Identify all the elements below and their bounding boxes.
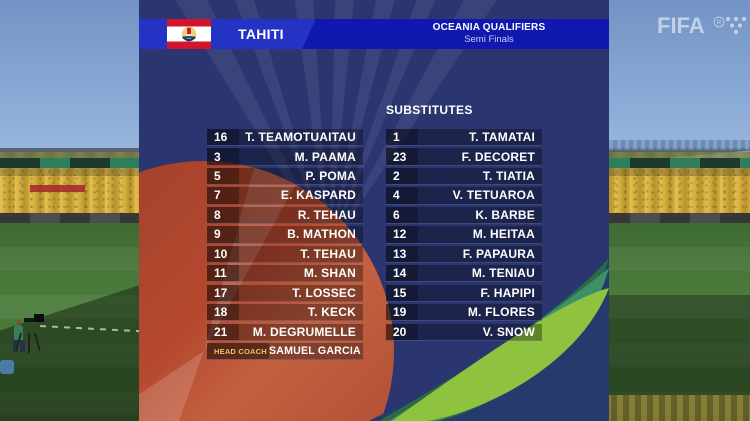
svg-text:R: R: [717, 20, 722, 27]
